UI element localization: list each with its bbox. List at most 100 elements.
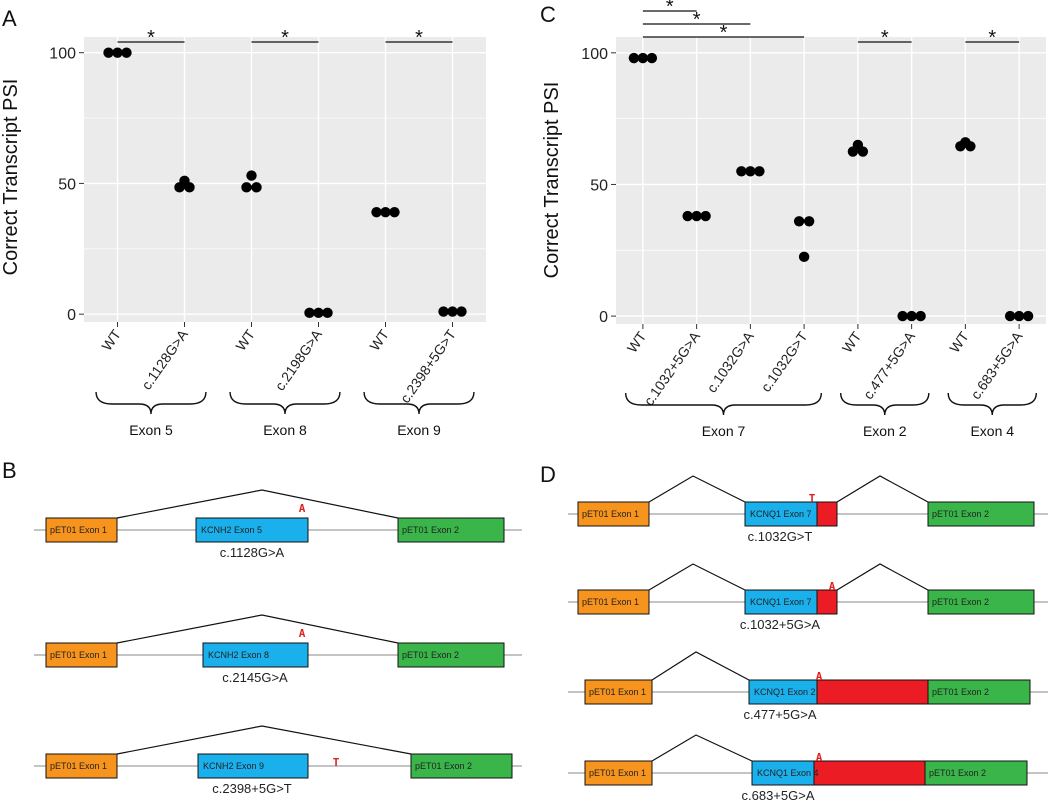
x-tick-label: WT (366, 326, 392, 353)
x-tick-label: c.477+5G>A (860, 328, 919, 402)
group-brace (363, 391, 475, 415)
data-point (103, 47, 114, 58)
data-point (736, 166, 747, 177)
x-tick-label: WT (946, 328, 972, 355)
construct-row: pET01 Exon 1 KCNQ1 Exon 7 pET01 Exon 2 Tc.1… (568, 475, 1048, 544)
test-exon (202, 642, 309, 668)
pet01-exon-2-label: pET01 Exon 2 (932, 687, 989, 697)
data-point (754, 166, 765, 177)
mutation-label: c.2145G>A (222, 670, 288, 685)
group-brace (839, 392, 930, 416)
data-point (803, 216, 815, 227)
mutant-nucleotide: A (829, 580, 836, 593)
pet01-exon-1-label: pET01 Exon 1 (50, 761, 107, 771)
significance-star: * (666, 0, 674, 18)
splice-arc (648, 563, 746, 591)
construct-row: pET01 Exon 1 KCNQ1 Exon 2 pET01 Exon 2 Ac.4… (568, 651, 1048, 722)
data-point (897, 310, 908, 322)
pet01-exon-2-label: pET01 Exon 2 (932, 509, 989, 519)
significance-star: * (720, 22, 728, 44)
x-tick-label: c.1128G>A (138, 326, 191, 393)
panel-label-b: B (2, 458, 17, 483)
construct-row: pET01 Exon 1 KCNH2 Exon 8 pET01 Exon 2 Ac.2… (34, 614, 522, 685)
x-tick-label: WT (98, 326, 124, 353)
x-tick-label: WT (624, 328, 650, 355)
data-point (915, 310, 926, 322)
x-tick-label: c.2398+5G>T (397, 326, 459, 406)
pet01-exon-1 (45, 642, 118, 668)
mutation-label: c.683+5G>A (742, 788, 815, 803)
pet01-exon-1-label: pET01 Exon 1 (50, 650, 107, 660)
data-point (112, 47, 123, 58)
pet01-exon-1 (45, 517, 118, 543)
test-exon (748, 679, 818, 705)
pet01-exon-2-label: pET01 Exon 2 (402, 650, 459, 660)
data-point (793, 216, 805, 227)
data-point (184, 182, 195, 193)
data-point (304, 307, 315, 319)
data-point (251, 182, 262, 193)
retained-intron (816, 679, 929, 705)
data-point (955, 141, 966, 152)
y-tick-label: 50 (590, 177, 608, 194)
significance-star: * (693, 9, 701, 31)
data-point (906, 310, 917, 322)
data-point (322, 307, 333, 319)
panel-label-a: A (2, 6, 17, 31)
test-exon-label: KCNH2 Exon 9 (203, 761, 264, 771)
data-point (1004, 310, 1016, 322)
splice-arc (116, 614, 399, 644)
data-point (637, 52, 649, 64)
pet01-exon-1 (584, 760, 653, 786)
group-label: Exon 8 (263, 422, 307, 438)
y-tick-label: 0 (599, 309, 608, 326)
data-point (857, 146, 869, 157)
pet01-exon-2 (397, 642, 505, 668)
test-exon-label: KCNQ1 Exon 4 (757, 768, 819, 778)
panel-label-d: D (540, 462, 556, 487)
test-exon-label: KCNQ1 Exon 2 (754, 687, 816, 697)
group-brace (95, 391, 207, 415)
test-exon (744, 501, 818, 527)
pet01-exon-2 (927, 501, 1035, 527)
data-point (691, 210, 702, 222)
test-exon-label: KCNH2 Exon 8 (208, 650, 269, 660)
x-tick-label: c.1032G>T (758, 328, 811, 395)
data-point (371, 206, 382, 218)
data-point (438, 306, 449, 317)
y-axis-title-a: Correct Transcript PSI (0, 79, 22, 276)
pet01-exon-1 (577, 501, 650, 527)
construct-diagram-b: pET01 Exon 1 KCNH2 Exon 5 pET01 Exon 2 Ac.1… (34, 489, 522, 796)
pet01-exon-1 (584, 679, 653, 705)
group-brace (624, 392, 823, 416)
mutant-nucleotide: T (333, 756, 340, 769)
test-exon (195, 517, 309, 543)
y-tick-label: 0 (67, 307, 76, 324)
plot-area-a (84, 37, 486, 322)
test-exon-label: KCNH2 Exon 5 (201, 525, 262, 535)
group-brace (947, 392, 1038, 416)
pet01-exon-2 (927, 589, 1035, 615)
x-tick-label: WT (839, 328, 865, 355)
retained-intron (816, 589, 838, 615)
data-point (174, 182, 185, 193)
mutation-label: c.2398+5G>T (212, 781, 292, 796)
retained-intron (813, 760, 926, 786)
data-point (121, 47, 132, 58)
x-tick-label: c.683+5G>A (967, 328, 1026, 402)
x-tick-label: WT (232, 326, 258, 353)
construct-row: pET01 Exon 1 KCNH2 Exon 5 pET01 Exon 2 Ac.1… (34, 489, 522, 560)
pet01-exon-1 (577, 589, 650, 615)
data-point (447, 306, 458, 317)
pet01-exon-2 (924, 760, 1028, 786)
pet01-exon-1 (45, 753, 118, 779)
pet01-exon-1-label: pET01 Exon 1 (589, 768, 646, 778)
construct-diagram-d: pET01 Exon 1 KCNQ1 Exon 7 pET01 Exon 2 Tc.1… (568, 475, 1048, 803)
retained-intron (816, 501, 838, 527)
y-axis-title-c: Correct Transcript PSI (541, 82, 563, 279)
significance-star: * (147, 27, 155, 49)
significance-star: * (281, 27, 289, 49)
data-point (965, 141, 976, 152)
test-exon (197, 753, 309, 779)
